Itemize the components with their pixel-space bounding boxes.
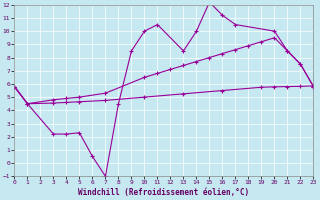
X-axis label: Windchill (Refroidissement éolien,°C): Windchill (Refroidissement éolien,°C) [78,188,250,197]
